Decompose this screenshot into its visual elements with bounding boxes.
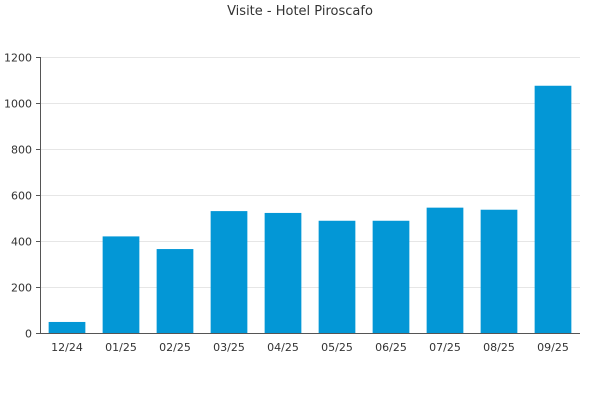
x-tick-label: 02/25 [159,341,191,354]
bar-12-24 [48,321,86,333]
bar-01-25 [102,236,140,333]
y-tick-label: 600 [11,190,32,203]
x-tick-label: 08/25 [483,341,515,354]
y-tick-label: 1200 [4,52,32,65]
y-tick-label: 800 [11,144,32,157]
axes [36,57,580,334]
y-tick-label: 1000 [4,98,32,111]
y-tick-labels: 0 200 400 600 800 1000 1200 [4,52,32,341]
y-tick-label: 0 [25,328,32,341]
x-tick-label: 04/25 [267,341,299,354]
bar-06-25 [372,220,410,333]
x-tick-label: 07/25 [429,341,461,354]
x-tick-label: 09/25 [537,341,569,354]
x-tick-label: 03/25 [213,341,245,354]
bar-03-25 [210,211,248,333]
x-tick-labels: 12/24 01/25 02/25 03/25 04/25 05/25 06/25 07/25… [51,341,569,354]
bar-02-25 [156,249,194,333]
x-tick-label: 05/25 [321,341,353,354]
bar-08-25 [480,209,518,333]
bar-series [48,85,572,333]
x-tick-label: 12/24 [51,341,83,354]
bar-09-25 [534,85,572,333]
bar-05-25 [318,220,356,333]
y-tick-label: 200 [11,282,32,295]
x-tick-label: 01/25 [105,341,137,354]
bar-07-25 [426,207,464,333]
y-tick-label: 400 [11,236,32,249]
bar-04-25 [264,212,302,333]
chart-title: Visite - Hotel Piroscafo [227,4,373,19]
x-tick-label: 06/25 [375,341,407,354]
